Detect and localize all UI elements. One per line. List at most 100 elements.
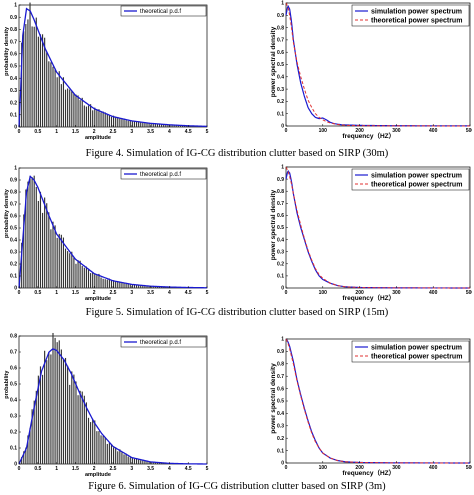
histogram-bar — [87, 268, 90, 288]
histogram-bar — [67, 88, 69, 127]
histogram-bar — [98, 431, 100, 464]
legend-label-simulation: simulation power spectrum — [371, 173, 462, 180]
y-tick-label: 0.9 — [277, 177, 284, 183]
histogram-bar — [75, 263, 77, 288]
y-axis-label: power spectral density — [270, 363, 277, 434]
y-axis-label: power spectral density — [270, 189, 277, 260]
theoretical-pdf-line — [18, 175, 208, 289]
legend-label-theoretical: theoretical p.d.f — [140, 9, 181, 15]
histogram-bar — [37, 375, 39, 464]
histogram-bar — [138, 285, 140, 288]
histogram-bar — [125, 120, 127, 127]
histogram-bar — [67, 251, 69, 288]
y-tick-label: 0.8 — [277, 25, 284, 31]
y-tick-label: 0.5 — [10, 382, 17, 388]
histogram-bar — [108, 442, 110, 464]
histogram-bar — [69, 89, 71, 127]
histogram-bar — [54, 225, 56, 288]
x-tick-label: 4 — [168, 466, 171, 472]
histogram-bar — [92, 272, 94, 288]
histogram-bar — [46, 52, 48, 128]
y-axis-label: probability density — [4, 188, 10, 238]
histogram-bar — [64, 89, 67, 127]
histogram-bar — [186, 125, 188, 127]
theoretical-pdf-line — [18, 7, 208, 128]
y-tick-label: 0.4 — [277, 237, 284, 243]
histogram-bar — [33, 175, 35, 288]
y-axis-label: power spectral density — [270, 26, 277, 97]
histogram-bar — [90, 422, 92, 464]
histogram-bar — [90, 273, 92, 288]
legend-label-simulation: simulation power spectrum — [371, 9, 462, 16]
histogram-bar — [81, 391, 83, 464]
y-tick-label: 0 — [14, 462, 17, 468]
histogram-bar — [81, 265, 83, 288]
histogram-bar — [144, 285, 146, 288]
histogram-bar — [131, 457, 133, 464]
histogram-bar — [142, 122, 144, 127]
histogram-bar — [41, 374, 44, 464]
x-tick-label: 1 — [55, 466, 58, 472]
legend-label-theoretical: theoretical p.d.f — [140, 340, 181, 346]
y-tick-label: 1 — [14, 3, 17, 9]
histogram-bar — [188, 125, 190, 127]
histogram-bar — [177, 125, 179, 127]
histogram-bar — [37, 200, 39, 288]
histogram-bar — [129, 284, 131, 288]
histogram-bar — [60, 349, 62, 464]
x-axis-label: amplitude — [85, 472, 111, 478]
histogram-bar — [25, 447, 27, 464]
histogram-bar — [142, 460, 144, 464]
histogram-bar — [37, 36, 39, 128]
histogram-bar — [133, 121, 136, 127]
y-tick-label: 0.8 — [10, 190, 17, 196]
histogram-bar — [98, 109, 100, 127]
x-tick-label: 400 — [429, 290, 438, 296]
histogram-bar — [121, 452, 123, 464]
y-tick-label: 0 — [281, 286, 284, 292]
x-tick-label: 200 — [355, 128, 364, 134]
histogram-bar — [21, 242, 23, 288]
x-axis-label: amplitude — [85, 296, 111, 302]
y-tick-label: 0.5 — [10, 226, 17, 232]
x-tick-label: 3 — [130, 290, 133, 296]
figure-5-spectrum-chart: 0 0.1 0.2 0.3 0.4 0.5 0.6 0.7 0.8 0.9 1 0 100 200 300 4… — [270, 165, 472, 302]
y-tick-label: 0.1 — [10, 274, 17, 280]
y-tick-label: 0.7 — [10, 202, 17, 208]
legend-label-theoretical: theoretical power spectrum — [371, 18, 462, 25]
x-axis-label: frequency（HZ） — [342, 469, 395, 477]
x-tick-label: 300 — [392, 290, 401, 296]
histogram-bar — [81, 97, 83, 127]
theoretical-spectrum-line — [285, 166, 470, 289]
x-tick-label: 400 — [429, 465, 438, 471]
legend-box — [120, 336, 207, 348]
histogram-bar — [184, 125, 186, 127]
histogram-bar — [129, 120, 131, 127]
y-tick-label: 0.1 — [10, 113, 17, 119]
histogram-bar — [138, 121, 140, 127]
histogram-bar — [100, 112, 102, 127]
x-tick-label: 4 — [168, 290, 171, 296]
histogram-bar — [106, 443, 108, 464]
y-tick-label: 1 — [281, 337, 284, 343]
histogram-bar — [127, 283, 129, 288]
histogram-bar — [79, 100, 81, 127]
histogram-bar — [44, 350, 46, 464]
histogram-bar — [94, 420, 96, 464]
histogram-bar — [94, 107, 96, 127]
y-tick-label: 0.5 — [277, 62, 284, 68]
x-tick-label: 1 — [55, 129, 58, 135]
histogram-bar — [135, 458, 138, 464]
histogram-bar — [140, 285, 142, 288]
y-tick-label: 0.6 — [277, 386, 284, 392]
x-tick-label: 2.5 — [110, 129, 117, 135]
histogram-bar — [106, 279, 108, 288]
y-tick-label: 0.3 — [277, 87, 284, 93]
histogram-bar — [102, 111, 104, 127]
histogram-bar — [71, 90, 73, 127]
histogram-bar — [31, 409, 33, 464]
y-tick-label: 0.2 — [10, 262, 17, 268]
histogram-bar — [94, 274, 96, 288]
y-tick-label: 0.3 — [10, 88, 17, 94]
y-tick-label: 0.4 — [277, 75, 284, 81]
